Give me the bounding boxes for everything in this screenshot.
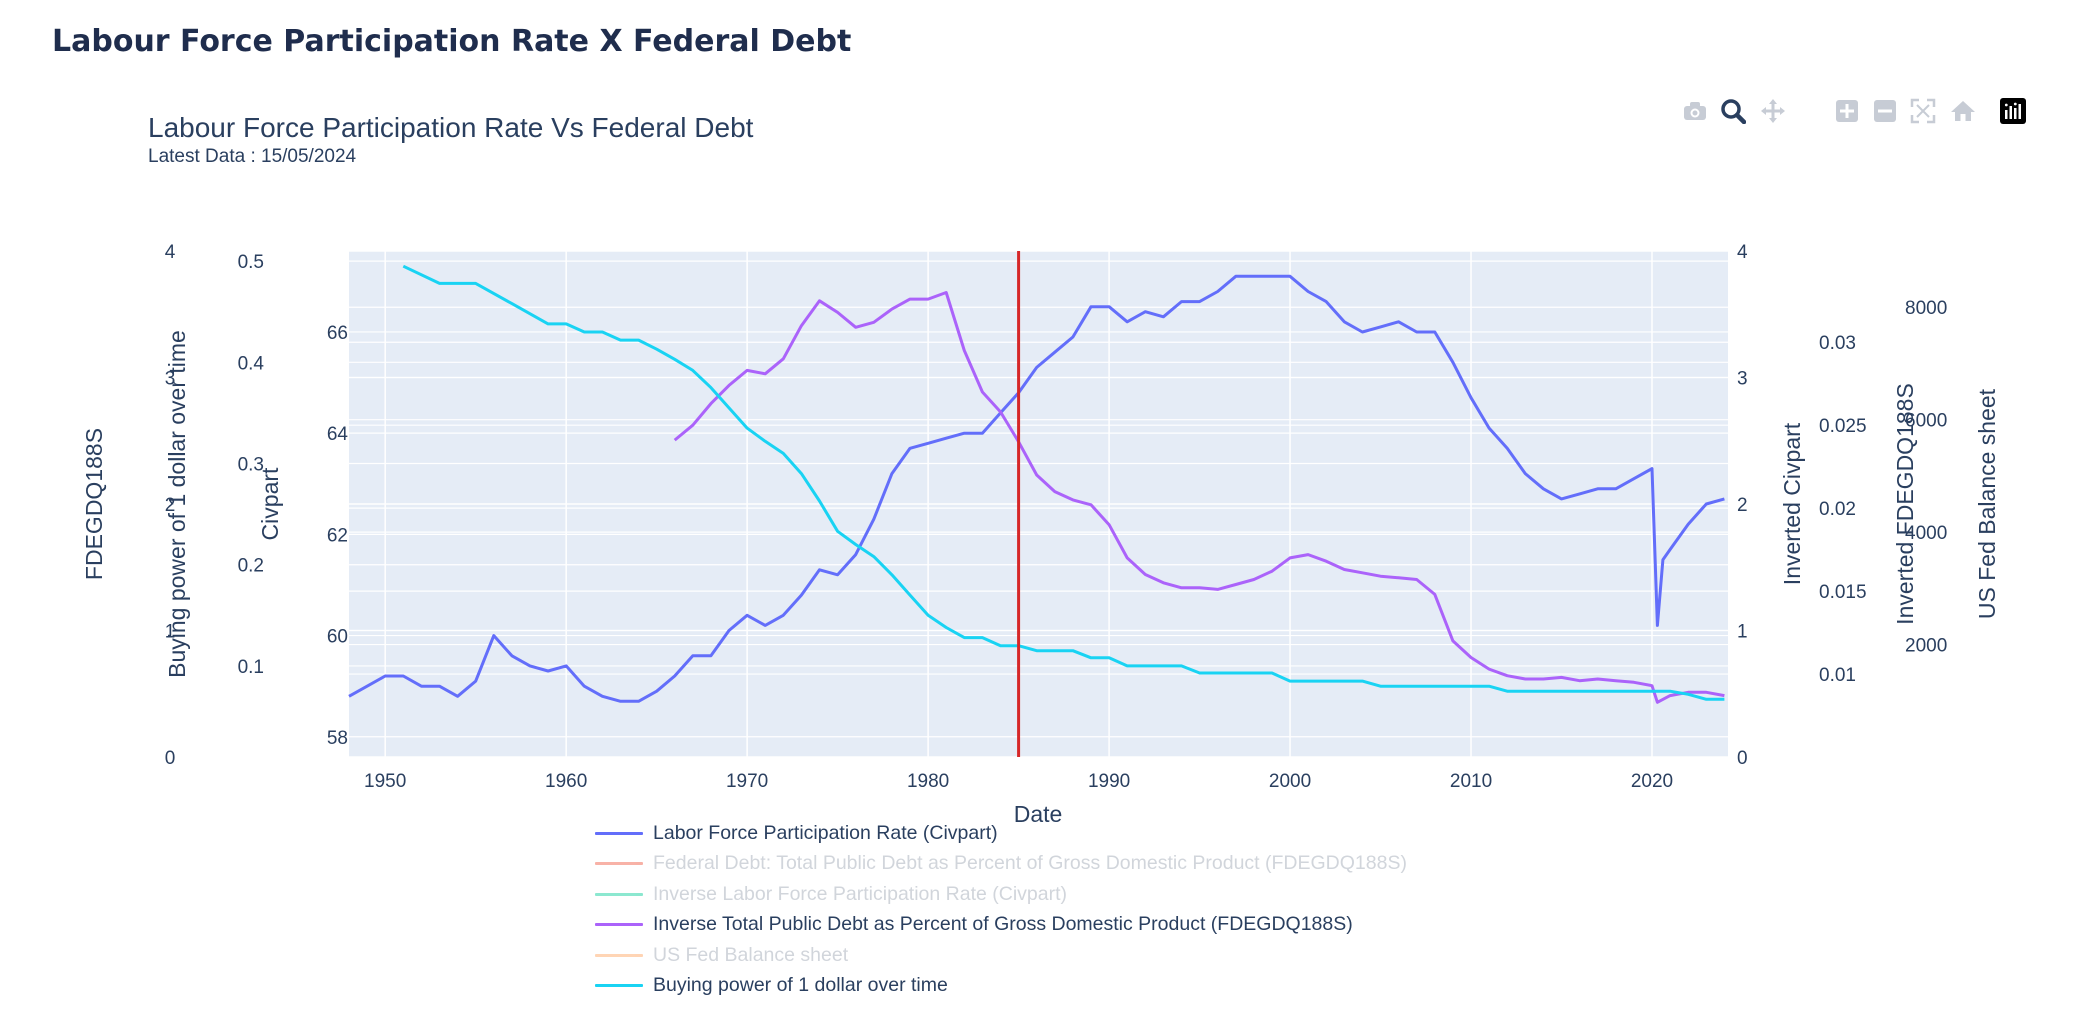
zoom-out-icon[interactable]: [1870, 96, 1900, 126]
y-axis-title-y_inv_civpart: Inverted Civpart: [1779, 422, 1805, 585]
autoscale-icon[interactable]: [1908, 96, 1938, 126]
legend-item-5[interactable]: Buying power of 1 dollar over time: [595, 971, 1407, 1002]
y-tick-label-y_balance: 2000: [1905, 636, 1947, 657]
y-tick-label-y_buying: 0.3: [238, 455, 264, 476]
legend-item-4[interactable]: US Fed Balance sheet: [595, 940, 1407, 971]
x-axis: 1950 1960 1970 1980 1990 2000 2010 2020: [364, 771, 1673, 792]
series-line-0: [348, 274, 1725, 703]
legend-label: Buying power of 1 dollar over time: [653, 974, 948, 997]
y-tick-label-y_balance: 4000: [1905, 523, 1947, 544]
y-tick-label-y_civpart: 64: [327, 424, 349, 445]
y-axis-title-y_balance: US Fed Balance sheet: [1974, 388, 2000, 619]
legend: Labor Force Participation Rate (Civpart)…: [595, 818, 1407, 1001]
y-tick-label-y_civpart: 62: [327, 525, 348, 546]
y-tick-label-y_inv_fdegdq: 0.02: [1819, 499, 1856, 520]
x-tick-label: 1960: [545, 771, 587, 792]
y-tick-label-y_inv_civpart: 2: [1737, 495, 1748, 516]
x-tick-label: 1980: [907, 771, 949, 792]
y-tick-label-y_inv_fdegdq: 0.015: [1819, 582, 1867, 603]
y-axes: 0 1 2 3 4 FDEGDQ188S 0.1 0.2 0.3 0.4 0.5 Buying pow…: [81, 242, 2000, 769]
plotly-logo-icon[interactable]: [1998, 96, 2028, 126]
grid-lines: [349, 250, 1728, 758]
y-tick-label-y_buying: 0.1: [238, 657, 264, 678]
legend-label: US Fed Balance sheet: [653, 943, 849, 966]
series-layer: [348, 264, 1725, 704]
y-tick-label-y_balance: 6000: [1905, 411, 1947, 432]
y-tick-label-y_inv_civpart: 3: [1737, 369, 1748, 390]
legend-item-0[interactable]: Labor Force Participation Rate (Civpart): [595, 818, 1407, 849]
chart-subtitle: Latest Data : 15/05/2024: [148, 146, 357, 167]
y-tick-label-y_civpart: 66: [327, 323, 348, 344]
y-axis-title-y_civpart: Civpart: [257, 467, 283, 540]
pan-icon[interactable]: [1758, 96, 1788, 126]
page-title: Labour Force Participation Rate X Federa…: [52, 24, 852, 59]
legend-item-3[interactable]: Inverse Total Public Debt as Percent of …: [595, 910, 1407, 941]
x-tick-label: 2010: [1450, 771, 1492, 792]
legend-label: Inverse Labor Force Participation Rate (…: [653, 882, 1068, 905]
x-tick-label: 2020: [1631, 771, 1673, 792]
legend-swatch: [595, 831, 643, 835]
y-tick-label-y_fdegdq: 4: [165, 242, 176, 263]
y-axis-title-y_inv_fdegdq: Inverted FDEGDQ188S: [1892, 383, 1918, 625]
x-tick-label: 2000: [1269, 771, 1311, 792]
y-tick-label-y_fdegdq: 2: [165, 495, 176, 516]
legend-swatch: [595, 892, 643, 896]
y-tick-label-y_inv_fdegdq: 0.03: [1819, 333, 1856, 354]
legend-swatch: [595, 923, 643, 927]
zoom-in-icon[interactable]: [1832, 96, 1862, 126]
x-tick-label: 1970: [726, 771, 768, 792]
series-line-5: [402, 264, 1725, 701]
legend-item-1[interactable]: Federal Debt: Total Public Debt as Perce…: [595, 849, 1407, 880]
y-tick-label-y_fdegdq: 0: [165, 748, 176, 769]
y-tick-label-y_civpart: 58: [327, 728, 348, 749]
y-tick-label-y_inv_civpart: 1: [1737, 622, 1748, 643]
y-tick-label-y_buying: 0.5: [238, 252, 264, 273]
y-tick-label-y_civpart: 60: [327, 627, 348, 648]
y-axis-title-y_buying: Buying power of 1 dollar over time: [164, 330, 190, 678]
x-tick-label: 1950: [364, 771, 406, 792]
legend-swatch: [595, 984, 643, 988]
legend-label: Federal Debt: Total Public Debt as Perce…: [653, 852, 1407, 875]
chart-title: Labour Force Participation Rate Vs Feder…: [148, 112, 754, 143]
y-tick-label-y_fdegdq: 3: [165, 369, 176, 390]
legend-swatch: [595, 862, 643, 866]
zoom-icon[interactable]: [1718, 96, 1748, 126]
x-axis-title: Date: [1014, 801, 1063, 827]
camera-icon[interactable]: [1680, 96, 1710, 126]
y-tick-label-y_buying: 0.2: [238, 556, 264, 577]
legend-label: Inverse Total Public Debt as Percent of …: [653, 913, 1353, 936]
y-tick-label-y_inv_fdegdq: 0.025: [1819, 416, 1867, 437]
y-tick-label-y_fdegdq: 1: [165, 622, 176, 643]
y-tick-label-y_inv_fdegdq: 0.01: [1819, 665, 1856, 686]
reset-axes-icon[interactable]: [1948, 96, 1978, 126]
legend-item-2[interactable]: Inverse Labor Force Participation Rate (…: [595, 879, 1407, 910]
y-tick-label-y_balance: 8000: [1905, 298, 1947, 319]
y-tick-label-y_inv_civpart: 4: [1737, 242, 1748, 263]
y-tick-label-y_inv_civpart: 0: [1737, 748, 1748, 769]
y-tick-label-y_buying: 0.4: [238, 353, 265, 374]
series-line-3: [673, 291, 1725, 704]
legend-label: Labor Force Participation Rate (Civpart): [653, 821, 998, 844]
x-tick-label: 1990: [1088, 771, 1130, 792]
legend-swatch: [595, 953, 643, 957]
y-axis-title-y_fdegdq: FDEGDQ188S: [81, 428, 107, 580]
